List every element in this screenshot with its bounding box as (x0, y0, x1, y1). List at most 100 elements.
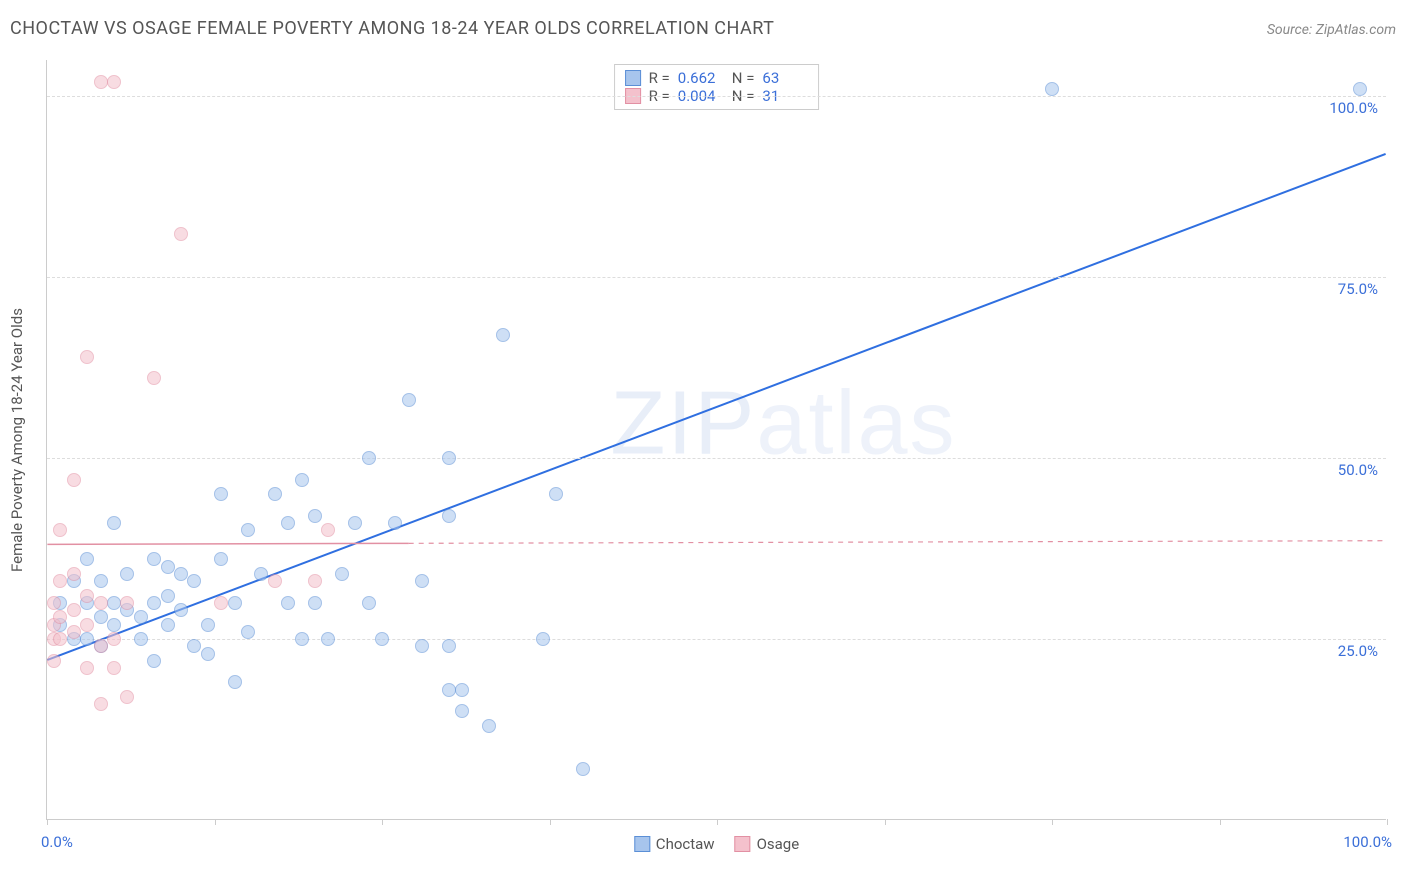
data-point (174, 227, 188, 241)
data-point (67, 473, 81, 487)
data-point (402, 393, 416, 407)
data-point (120, 690, 134, 704)
data-point (174, 567, 188, 581)
data-point (94, 574, 108, 588)
data-point (268, 574, 282, 588)
data-point (147, 371, 161, 385)
data-point (308, 596, 322, 610)
data-point (94, 639, 108, 653)
gridline-h (47, 639, 1386, 640)
data-point (53, 610, 67, 624)
x-tick (215, 819, 216, 825)
data-point (362, 451, 376, 465)
x-tick-label: 0.0% (41, 833, 73, 851)
data-point (80, 350, 94, 364)
data-point (67, 567, 81, 581)
legend-series-label: Osage (757, 835, 800, 853)
y-tick-label: 50.0% (1338, 461, 1378, 479)
data-point (241, 625, 255, 639)
data-point (241, 523, 255, 537)
data-point (455, 683, 469, 697)
data-point (107, 661, 121, 675)
data-point (254, 567, 268, 581)
trendlines-layer (47, 60, 1386, 819)
data-point (94, 610, 108, 624)
data-point (415, 639, 429, 653)
data-point (455, 704, 469, 718)
data-point (107, 618, 121, 632)
data-point (53, 523, 67, 537)
gridline-h (47, 458, 1386, 459)
data-point (228, 596, 242, 610)
legend-series-label: Choctaw (656, 835, 715, 853)
legend-series-item: Choctaw (634, 835, 715, 853)
data-point (201, 618, 215, 632)
data-point (281, 516, 295, 530)
x-tick (1220, 819, 1221, 825)
data-point (134, 632, 148, 646)
data-point (107, 596, 121, 610)
x-tick (382, 819, 383, 825)
data-point (228, 675, 242, 689)
legend-stats: R =0.662N =63R =0.004N =31 (614, 64, 820, 110)
data-point (281, 596, 295, 610)
data-point (442, 683, 456, 697)
legend-swatch (735, 836, 751, 852)
x-tick (1387, 819, 1388, 825)
data-point (415, 574, 429, 588)
data-point (201, 647, 215, 661)
data-point (147, 654, 161, 668)
legend-swatch (625, 70, 641, 86)
data-point (147, 552, 161, 566)
data-point (107, 516, 121, 530)
x-tick (1052, 819, 1053, 825)
data-point (321, 523, 335, 537)
r-label: R = (649, 69, 670, 87)
data-point (214, 487, 228, 501)
x-tick (717, 819, 718, 825)
data-point (388, 516, 402, 530)
data-point (187, 574, 201, 588)
legend-swatch (634, 836, 650, 852)
data-point (549, 487, 563, 501)
data-point (120, 596, 134, 610)
data-point (348, 516, 362, 530)
y-tick-label: 75.0% (1338, 280, 1378, 298)
data-point (80, 589, 94, 603)
data-point (120, 567, 134, 581)
data-point (53, 574, 67, 588)
data-point (94, 697, 108, 711)
data-point (442, 451, 456, 465)
trendline-solid (47, 543, 408, 544)
chart-title: CHOCTAW VS OSAGE FEMALE POVERTY AMONG 18… (10, 18, 774, 39)
data-point (576, 762, 590, 776)
data-point (134, 610, 148, 624)
data-point (214, 552, 228, 566)
data-point (161, 560, 175, 574)
data-point (1045, 82, 1059, 96)
data-point (67, 625, 81, 639)
source-label: Source: ZipAtlas.com (1267, 22, 1396, 38)
data-point (442, 509, 456, 523)
data-point (214, 596, 228, 610)
data-point (362, 596, 376, 610)
data-point (536, 632, 550, 646)
r-value: 0.662 (678, 69, 724, 87)
legend-series: Choctaw Osage (634, 835, 799, 853)
data-point (174, 603, 188, 617)
data-point (67, 603, 81, 617)
title-bar: CHOCTAW VS OSAGE FEMALE POVERTY AMONG 18… (10, 18, 1396, 39)
data-point (80, 632, 94, 646)
gridline-h (47, 96, 1386, 97)
x-tick (47, 819, 48, 825)
data-point (53, 632, 67, 646)
trendline-solid (47, 154, 1385, 660)
legend-stat-row: R =0.662N =63 (625, 69, 809, 87)
data-point (308, 509, 322, 523)
x-tick (885, 819, 886, 825)
data-point (187, 639, 201, 653)
data-point (321, 632, 335, 646)
data-point (442, 639, 456, 653)
legend-series-item: Osage (735, 835, 800, 853)
y-tick-label: 100.0% (1329, 99, 1378, 117)
